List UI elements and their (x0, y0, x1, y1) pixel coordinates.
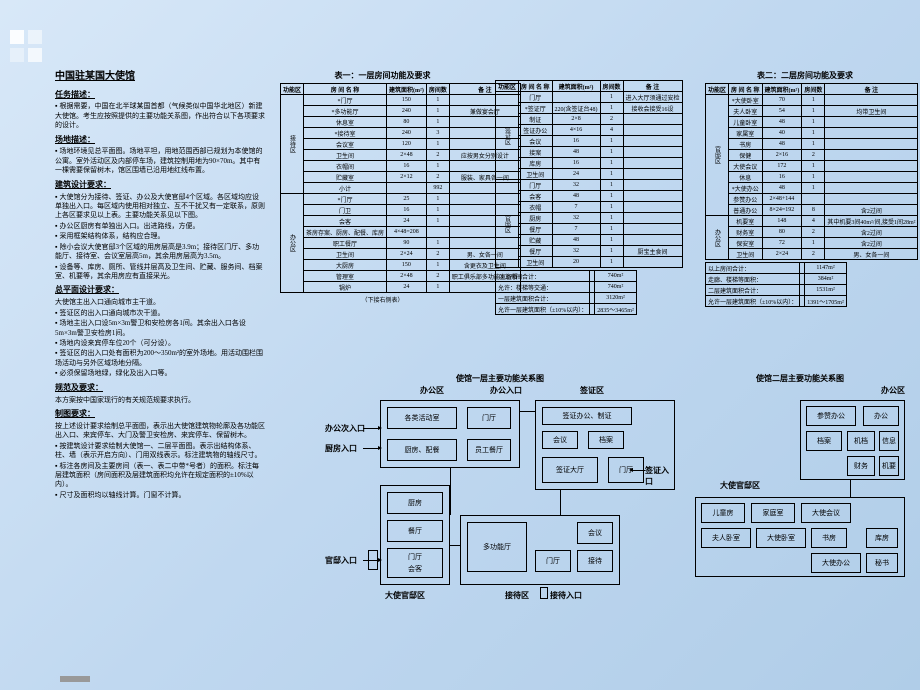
dia2-wife: 夫人卧室 (701, 528, 751, 548)
table1-left: 表一：一层房间功能及要求 功能区房 间 名 称建筑面积(m²)房间数备 注接待区… (280, 70, 485, 304)
task-p0: 根据需要，中国在北半球某国首都（气候类似中国华北地区）新建大使馆。考生应按照提供… (55, 102, 265, 130)
dia2-finance: 财务 (847, 456, 875, 476)
table1b-totals: 以上房间合计：740m²允许：楼梯等交通：740m²一层建筑面积合计：3120m… (495, 270, 637, 315)
diagram2: 使馆二层主要功能关系图 办公区 参赞办公 办公 档案 机档 信息 财务 机要 大… (695, 385, 905, 620)
dia1-office-group: 各类活动室 门厅 厨房、配餐 员工餐厅 (380, 400, 520, 468)
plan-p5: 必须保留场地绿，绿化及出入口等。 (55, 369, 265, 378)
dia2-trust: 信息 (879, 431, 899, 451)
section-arch-h: 建筑设计要求： (55, 180, 265, 191)
dia1-hall4: 门厅 (535, 550, 571, 572)
left-text-column: 中国驻某国大使馆 任务描述： 根据需要，中国在北半球某国首都（气候类似中国华北地… (55, 70, 265, 501)
draw-p1: 按建筑设计要求绘制大使馆一、二层平面图。表示出结构体系、柱、墙（表示开启方向）、… (55, 442, 265, 461)
table2-title: 表二：二层房间功能及要求 (705, 70, 905, 81)
dia1-res-entry: 官邸入口 (325, 555, 357, 566)
dia1-res-label: 大使官邸区 (385, 590, 425, 601)
dia1-hall3: 门厅 (408, 552, 422, 562)
dia1-office-sec: 办公次入口 (325, 423, 365, 434)
dia2-res-group: 儿童房 家庭室 大使会议 夫人卧室 大使卧室 书房 大使办公 秘书 库房 (695, 497, 905, 577)
section-draw-h: 制图要求： (55, 409, 265, 420)
dia2-office: 办公 (863, 406, 899, 426)
dia1-archive: 档案 (588, 431, 624, 449)
plan-p3: 场地内设来宾停车位20个（可分设）。 (55, 339, 265, 348)
dia1-multi: 多功能厅 (467, 522, 527, 572)
dia1-recv-entry: 接待入口 (550, 590, 582, 601)
dia2-archive: 档案 (806, 431, 842, 451)
plan-p1: 签证区的出入口通向城市次干道。 (55, 309, 265, 318)
table1-title: 表一：一层房间功能及要求 (280, 70, 485, 81)
page-title: 中国驻某国大使馆 (55, 70, 265, 84)
arch-b2: 采用框架结构体系，结构应合理。 (55, 232, 265, 241)
dia1-activity: 各类活动室 (387, 407, 457, 429)
dia1-res-entry-box (368, 550, 378, 570)
dia2-secure: 机要 (879, 456, 899, 476)
dia1-staff: 员工餐厅 (467, 439, 511, 461)
draw-p3: 尺寸及面积均以轴线计算。门窗不计算。 (55, 491, 265, 500)
dia1-office-entry: 办公入口 (490, 385, 522, 396)
draw-p2: 标注各房间及主要房间（表一、表二中带*号者）的面积。标注每层建筑面积（房间面积及… (55, 462, 265, 490)
dia1-office-label: 办公区 (420, 385, 444, 396)
dia1-kitchen: 厨房、配餐 (387, 439, 457, 461)
draw-p0: 按上述设计要求绘制总平面图，表示出大使馆建筑物轮廓及各功能区出入口、来宾停车、大… (55, 422, 265, 441)
dia2-family: 家庭室 (751, 503, 795, 523)
plan-p4: 签证区的出入口处有面积为200～350m²的室外场地。用活动围栏围场活动与另外区… (55, 349, 265, 368)
table1: 功能区房 间 名 称建筑面积(m²)房间数备 注接待区*门厅1501*多功能厅2… (280, 83, 521, 293)
dia1-visa-entry: 签证入口 (645, 465, 675, 487)
dia1-recv: 接待 (577, 550, 613, 572)
dia1-recv-label: 接待区 (505, 590, 529, 601)
table2-block: 表二：二层房间功能及要求 功能区房 间 名 称建筑面积(m²)房间数备 注官邸区… (705, 70, 905, 307)
section-task-h: 任务描述： (55, 90, 265, 101)
arch-b4: 设备等、库房、厕所、管线井层高及卫生间、贮藏、服务间、档案室、机要等，其余用房应… (55, 263, 265, 282)
dia1-title: 使馆一层主要功能关系图 (325, 373, 675, 384)
dia2-title: 使馆二层主要功能关系图 (695, 373, 905, 384)
code-p0: 本方案按中国家现行的有关规范规要求执行。 (55, 396, 265, 405)
dia1-meeting2: 会议 (577, 522, 613, 544)
dia2-store: 库房 (866, 528, 898, 548)
dia1-visa-hall: 签证大厅 (542, 457, 598, 483)
plan-p2: 场地主出入口设5m×3m警卫和安检房各1间。其余出入口各设5m×3m警卫安检房1… (55, 319, 265, 338)
dia1-kitchen-entry: 厨房入口 (325, 443, 357, 454)
section-code-h: 规范及要求： (55, 383, 265, 394)
dia1-guest: 会客 (408, 564, 422, 574)
dia2-study: 书房 (811, 528, 847, 548)
dia2-secret: 机档 (847, 431, 875, 451)
dia2-secretary: 秘书 (866, 553, 898, 573)
table1b-table: 功能区房 间 名 称建筑面积(m²)房间数备 注签证区门厅1进入大厅须通过安检*… (495, 80, 683, 268)
dia1-res-group: 厨房 餐厅 门厅 会客 (380, 485, 450, 585)
dia1-hall1: 门厅 (467, 407, 511, 429)
dia1-dining: 餐厅 (387, 520, 443, 542)
dia2-master: 大使卧室 (756, 528, 806, 548)
dia1-recv-entry-box (540, 587, 548, 599)
section-site-h: 场地描述： (55, 135, 265, 146)
footnote-bar (60, 676, 90, 682)
dia2-dean: 大使办公 (811, 553, 861, 573)
dia1-kitchen2: 厨房 (387, 492, 443, 514)
dia1-meeting: 会议 (542, 431, 578, 449)
dia1-visa-label: 签证区 (580, 385, 604, 396)
dia2-res-label: 大使官邸区 (720, 480, 760, 491)
arch-b3: 除小会议大使官邸3个区域的用房层高是3.9m；接待区门厅、多功能厅、接待室、会议… (55, 243, 265, 262)
section-plan-h: 总平面设计要求： (55, 285, 265, 296)
table2: 功能区房 间 名 称建筑面积(m²)房间数备 注官邸区*大使卧室701夫人卧室5… (705, 83, 918, 260)
dia1-recv-group: 多功能厅 门厅 接待 会议 (460, 515, 620, 585)
dia2-office-label: 办公区 (881, 385, 905, 396)
table2-totals: 以上房间合计：1147m²走廊、楼梯等面积：384m²二层建筑面积合计：1531… (705, 262, 847, 307)
plan-p0: 大使馆主出入口通向城市主干道。 (55, 298, 265, 307)
table1-foot: （下接右侧表） (280, 295, 485, 304)
dia2-meeting: 大使会议 (801, 503, 851, 523)
dia2-child: 儿童房 (701, 503, 745, 523)
dia1-res-bottom: 门厅 会客 (387, 548, 443, 578)
arch-b0: 大使馆分为接待、签证、办公及大使官邸4个区域。各区域均应设单独出入口。每区域内使… (55, 193, 265, 221)
diagram1: 使馆一层主要功能关系图 办公区 办公入口 签证区 各类活动室 门厅 厨房、配餐 … (325, 385, 675, 620)
dia2-counsel: 参赞办公 (806, 406, 856, 426)
site-p0: 场地环境见总平面图。场地平坦，用地范围西部已规划为本使馆的公寓。室外活动区及内部… (55, 147, 265, 175)
arch-b1: 办公区厨房有单独出入口。出进路线，方便。 (55, 222, 265, 231)
dia1-visa-office: 签证办公、制证 (542, 407, 632, 425)
table1b: 功能区房 间 名 称建筑面积(m²)房间数备 注签证区门厅1进入大厅须通过安检*… (495, 80, 695, 315)
dia2-office-group: 参赞办公 办公 档案 机档 信息 财务 机要 (800, 400, 905, 480)
